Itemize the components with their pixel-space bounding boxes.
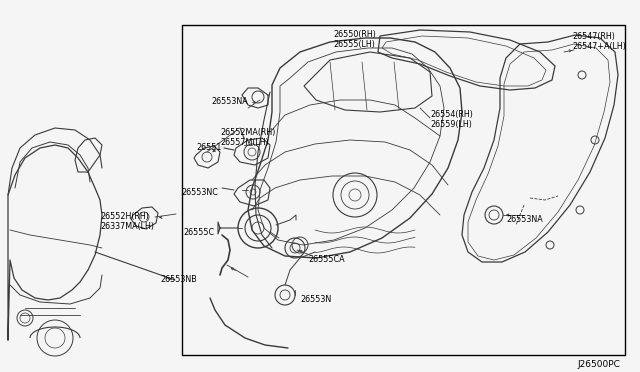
Text: 26551: 26551 [196,143,222,152]
Text: 26552MA(RH)
26557M(LH): 26552MA(RH) 26557M(LH) [220,128,275,147]
Text: J26500PC: J26500PC [577,360,620,369]
Text: 26553NA: 26553NA [506,215,543,224]
Text: 26553NC: 26553NC [181,188,218,197]
Text: 26555C: 26555C [184,228,215,237]
Text: 26553N: 26553N [300,295,332,304]
Text: 26553NB: 26553NB [160,275,197,284]
Text: 26552H(RH)
26337MA(LH): 26552H(RH) 26337MA(LH) [100,212,154,231]
Text: 26547(RH)
26547+A(LH): 26547(RH) 26547+A(LH) [572,32,626,51]
Bar [182,25,625,355]
Text: 26555CA: 26555CA [308,255,344,264]
Text: 26553NA: 26553NA [211,97,248,106]
Text: 26554(RH)
26559(LH): 26554(RH) 26559(LH) [430,110,473,129]
Text: 26550(RH)
26555(LH): 26550(RH) 26555(LH) [333,30,376,49]
